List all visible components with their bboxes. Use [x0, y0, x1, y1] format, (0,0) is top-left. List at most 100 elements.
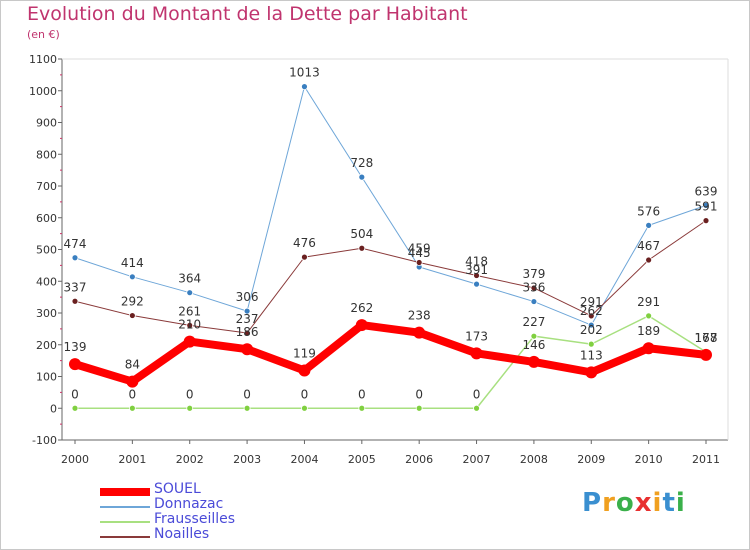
data-label-souel: 210	[178, 318, 201, 332]
legend-label: Donnazac	[154, 496, 224, 512]
y-tick-label: 100	[36, 371, 57, 384]
x-tick-label: 2008	[520, 453, 548, 466]
x-tick-label: 2003	[233, 453, 261, 466]
data-label-donnazac: 364	[178, 272, 201, 286]
logo-letter: x	[634, 488, 653, 518]
data-label-souel: 84	[125, 358, 140, 372]
data-label-donnazac: 336	[522, 281, 545, 295]
data-label-donnazac: 728	[350, 156, 373, 170]
data-label-frausseilles: 0	[71, 387, 79, 401]
data-label-noailles: 261	[178, 304, 201, 318]
data-label-noailles: 237	[236, 312, 259, 326]
data-point-souel	[126, 375, 139, 388]
logo-letter: t	[662, 488, 676, 518]
data-label-noailles: 379	[522, 267, 545, 281]
legend-label: Noailles	[154, 526, 210, 542]
data-label-frausseilles: 0	[243, 387, 251, 401]
logo-letter: o	[615, 488, 635, 518]
chart-title: Evolution du Montant de la Dette par Hab…	[27, 3, 468, 25]
data-point-frausseilles	[415, 404, 423, 412]
data-point-noailles	[702, 217, 710, 225]
data-point-frausseilles	[587, 340, 595, 348]
series-line-donnazac	[74, 86, 707, 326]
data-label-frausseilles: 0	[301, 387, 309, 401]
data-label-frausseilles: 227	[522, 315, 545, 329]
x-tick-label: 2007	[463, 453, 491, 466]
data-point-frausseilles	[473, 404, 480, 412]
y-tick-label: 900	[36, 117, 57, 130]
logo-letter: P	[582, 488, 603, 518]
x-tick-label: 2005	[348, 453, 376, 466]
y-tick-label: 1000	[29, 85, 57, 98]
legend-swatch	[100, 488, 150, 496]
data-label-souel: 119	[293, 346, 316, 360]
data-label-donnazac: 445	[408, 246, 431, 260]
data-point-frausseilles	[128, 404, 136, 412]
data-point-frausseilles	[71, 404, 79, 412]
data-label-frausseilles: 0	[358, 387, 366, 401]
x-tick-label: 2000	[61, 453, 89, 466]
data-label-souel: 168	[695, 331, 718, 345]
data-label-souel: 113	[580, 348, 603, 362]
y-tick-label: 300	[36, 307, 57, 320]
chart-subtitle: (en €)	[27, 28, 60, 41]
data-label-souel: 146	[522, 338, 545, 352]
y-tick-label: 600	[36, 212, 57, 225]
data-label-noailles: 337	[64, 280, 87, 294]
data-label-noailles: 467	[637, 239, 660, 253]
y-tick-label: 200	[36, 339, 57, 352]
data-point-souel	[470, 347, 483, 360]
data-point-donnazac	[128, 273, 136, 281]
data-label-noailles: 291	[580, 295, 603, 309]
data-point-souel	[413, 326, 426, 339]
data-point-noailles	[358, 244, 366, 252]
x-tick-label: 2010	[635, 453, 663, 466]
series-line-souel	[71, 321, 710, 386]
y-tick-label: 1100	[29, 53, 57, 66]
y-tick-label: 500	[36, 244, 57, 257]
series-line-noailles	[74, 220, 707, 334]
data-label-noailles: 418	[465, 255, 488, 269]
data-label-frausseilles: 177	[695, 331, 718, 345]
x-tick-label: 2009	[577, 453, 605, 466]
data-point-noailles	[128, 312, 136, 319]
data-point-frausseilles	[301, 404, 308, 412]
data-point-noailles	[243, 329, 251, 337]
data-point-donnazac	[645, 221, 653, 229]
data-label-donnazac: 262	[580, 304, 603, 318]
y-tick-label: 700	[36, 180, 57, 193]
data-label-noailles: 504	[350, 227, 373, 241]
data-point-noailles	[415, 259, 423, 266]
data-point-noailles	[71, 297, 79, 305]
data-label-donnazac: 306	[236, 290, 259, 304]
x-tick-label: 2004	[290, 453, 318, 466]
data-label-noailles: 459	[408, 242, 431, 256]
legend-swatch	[100, 536, 150, 538]
data-label-souel: 189	[637, 324, 660, 338]
x-tick-label: 2002	[176, 453, 204, 466]
data-point-donnazac	[587, 321, 595, 329]
data-label-frausseilles: 0	[473, 387, 481, 401]
data-label-souel: 238	[408, 309, 431, 323]
data-point-noailles	[301, 253, 308, 261]
data-point-souel	[298, 364, 311, 377]
y-tick-label: -100	[32, 434, 57, 447]
logo-letter: r	[602, 488, 616, 518]
data-point-frausseilles	[645, 312, 653, 320]
data-point-souel	[241, 343, 254, 356]
data-point-souel	[527, 355, 540, 368]
x-tick-label: 2011	[692, 453, 720, 466]
data-label-donnazac: 1013	[289, 66, 320, 80]
legend-swatch	[100, 506, 150, 508]
data-label-noailles: 476	[293, 236, 316, 250]
data-label-donnazac: 391	[465, 263, 488, 277]
data-label-donnazac: 639	[695, 184, 718, 198]
data-point-souel	[355, 319, 368, 332]
data-point-souel	[700, 348, 712, 361]
data-point-noailles	[587, 312, 595, 320]
data-label-donnazac: 414	[121, 256, 144, 270]
legend-label: SOUEL	[154, 481, 201, 497]
data-point-donnazac	[301, 83, 308, 91]
data-point-noailles	[473, 272, 480, 279]
